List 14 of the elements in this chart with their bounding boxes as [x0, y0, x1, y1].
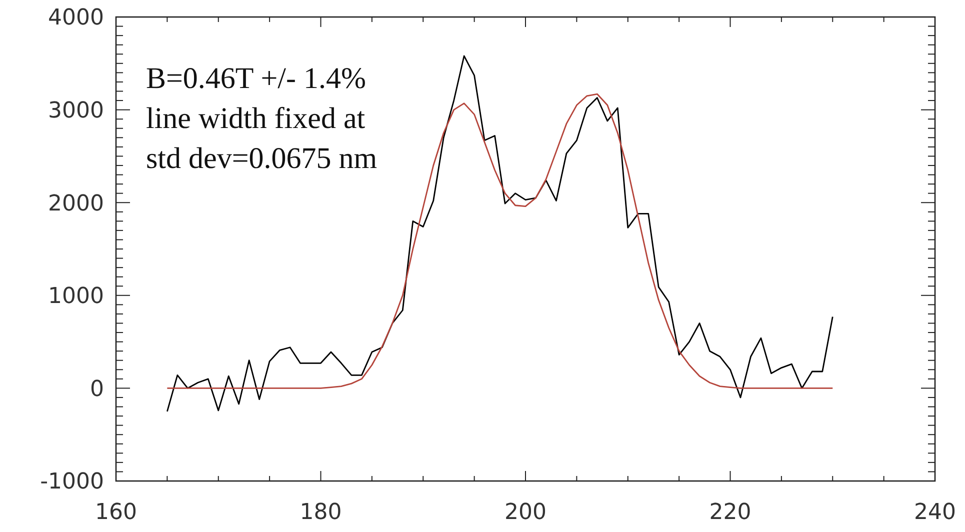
x-tick-label: 220 [709, 500, 752, 525]
annotation: line width fixed at [146, 102, 366, 135]
x-tick-label: 200 [504, 500, 546, 525]
y-tick-label: 0 [90, 376, 104, 402]
y-tick-label: 4000 [48, 6, 104, 31]
x-tick-label: 180 [300, 500, 342, 525]
y-tick-label: 1000 [48, 284, 104, 310]
annotation: std dev=0.0675 nm [146, 142, 378, 175]
y-tick-label: -1000 [40, 470, 104, 495]
y-tick-label: 2000 [48, 191, 104, 216]
annotation: B=0.46T +/- 1.4% [146, 62, 366, 95]
y-tick-label: 3000 [48, 98, 104, 124]
x-tick-label: 160 [95, 500, 137, 525]
x-tick-label: 240 [914, 500, 956, 525]
